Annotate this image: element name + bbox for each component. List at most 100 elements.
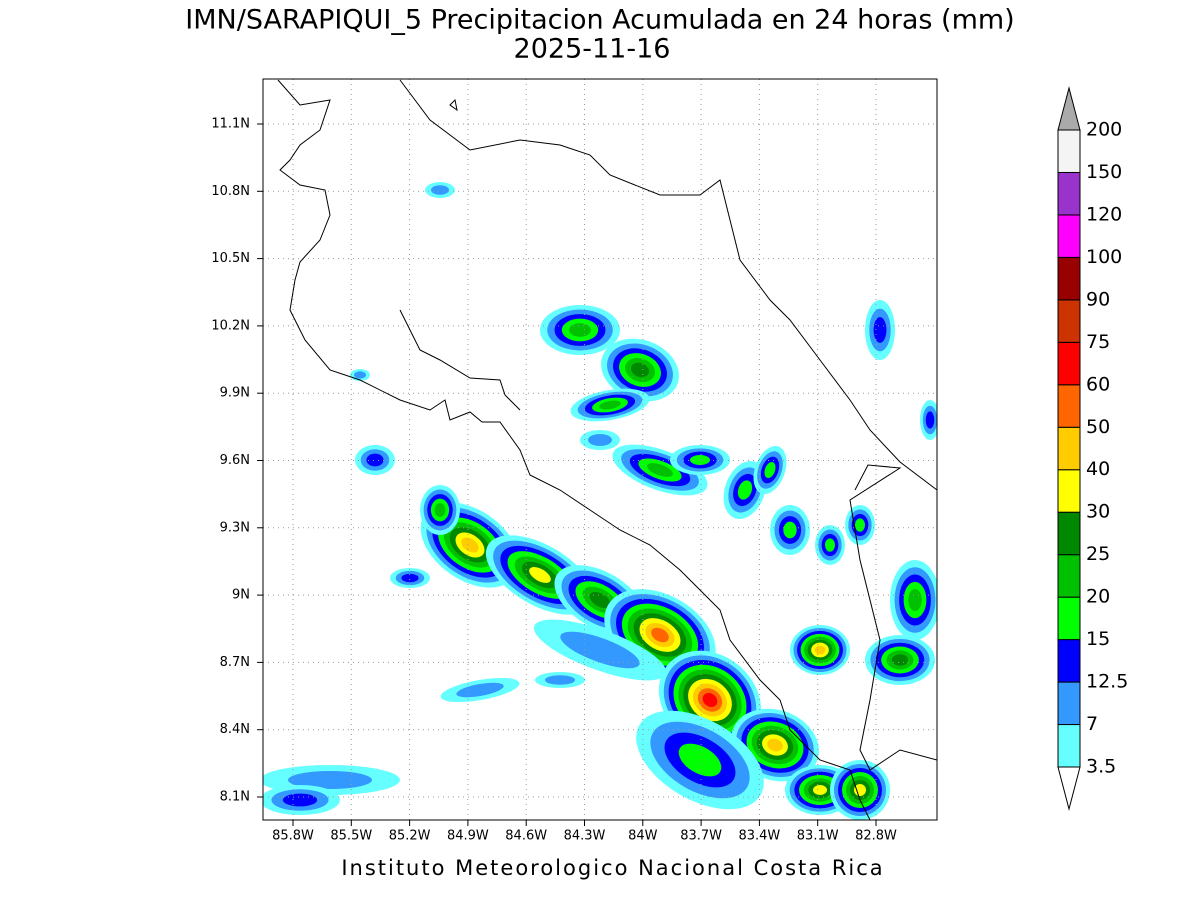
lon-tick-label: 83.1W	[797, 829, 839, 844]
colorbar-bin	[1057, 171, 1081, 216]
rain-cell	[366, 453, 384, 467]
colorbar-bin	[1057, 596, 1081, 641]
rain-cell	[825, 538, 835, 552]
colorbar-bin	[1057, 639, 1081, 683]
colorbar-label: 15	[1086, 628, 1110, 650]
colorbar-bin	[1057, 554, 1081, 598]
rain-cell	[456, 682, 504, 698]
pacific-coast	[277, 79, 871, 820]
colorbar-label: 40	[1086, 458, 1110, 480]
colorbar-below	[1057, 766, 1081, 811]
rain-cell	[401, 573, 419, 583]
panama-border	[849, 464, 937, 771]
rain-cell	[647, 463, 673, 477]
grid: 85.8W 85.5W 85.2W 84.9W 84.6W 84.3W 84W 83.7W 83…	[211, 79, 937, 844]
rain-cell	[678, 743, 722, 777]
colorbar: 3.5 7 12.5 15 20 25 30 40 50 60 75 90 100 120 150 200	[1057, 86, 1128, 811]
lat-tick-label: 9.6N	[220, 453, 250, 468]
rain-cell	[737, 480, 753, 500]
rain-cell	[431, 185, 449, 195]
colorbar-bin	[1057, 299, 1081, 343]
lon-tick-label: 84.9W	[447, 829, 489, 844]
colorbar-label: 25	[1086, 543, 1110, 565]
rain-cell	[589, 591, 611, 609]
lon-tick-label: 85.5W	[330, 829, 372, 844]
rain-cell	[599, 400, 621, 410]
lat-tick-label: 9.9N	[220, 386, 250, 401]
colorbar-bin	[1057, 214, 1081, 258]
lat-tick-label: 9N	[232, 588, 250, 603]
title: IMN/SARAPIQUI_5 Precipitacion Acumulada …	[185, 5, 1014, 36]
colorbar-label: 50	[1086, 416, 1110, 438]
colorbar-label: 60	[1086, 373, 1110, 395]
colorbar-label: 3.5	[1086, 756, 1116, 778]
rain-cell	[854, 784, 866, 796]
colorbar-label: 200	[1086, 119, 1122, 141]
precipitation-field	[263, 182, 937, 820]
coastlines	[277, 79, 937, 820]
rain-cell	[702, 692, 718, 708]
lat-tick-label: 8.1N	[220, 790, 250, 805]
lon-tick-label: 84.6W	[505, 829, 547, 844]
lon-tick-label: 84.3W	[564, 829, 606, 844]
lon-tick-label: 82.8W	[855, 829, 897, 844]
lat-tick-label: 8.7N	[220, 655, 250, 670]
rain-cell	[354, 371, 366, 379]
colorbar-bin	[1057, 341, 1081, 386]
rain-cell	[764, 461, 776, 479]
colorbar-bin	[1057, 469, 1081, 513]
colorbar-bin	[1057, 426, 1081, 471]
rain-cell	[461, 537, 479, 553]
rain-cell	[814, 645, 826, 655]
lat-tick-label: 11.1N	[211, 117, 250, 132]
rain-cell	[631, 362, 649, 378]
footer: Instituto Meteorologico Nacional Costa R…	[341, 856, 884, 880]
colorbar-label: 100	[1086, 246, 1122, 268]
rain-cell	[569, 323, 591, 337]
lon-tick-label: 85.2W	[389, 829, 431, 844]
rain-cell	[588, 434, 612, 446]
rain-cell	[767, 738, 783, 752]
colorbar-label: 30	[1086, 501, 1110, 523]
lat-tick-label: 8.4N	[220, 722, 250, 737]
colorbar-above	[1057, 86, 1081, 131]
lat-tick-label: 10.5N	[211, 251, 250, 266]
colorbar-label: 12.5	[1086, 671, 1128, 693]
gulf-coast	[399, 309, 521, 411]
colorbar-label: 75	[1086, 331, 1110, 353]
colorbar-label: 20	[1086, 586, 1110, 608]
rain-cell	[651, 627, 669, 643]
lat-tick-label: 10.8N	[211, 184, 250, 199]
caribbean-coast	[399, 79, 937, 491]
colorbar-bin	[1057, 511, 1081, 556]
rain-cell	[908, 589, 922, 611]
island	[449, 98, 458, 112]
lon-tick-label: 83.7W	[680, 829, 722, 844]
rain-cell	[855, 518, 865, 532]
rain-cell	[925, 411, 935, 429]
rain-cell	[813, 785, 827, 795]
colorbar-bin	[1057, 129, 1081, 173]
colorbar-bin	[1057, 256, 1081, 301]
map-frame	[262, 78, 938, 821]
lat-tick-label: 9.3N	[220, 520, 250, 535]
date: 2025-11-16	[514, 34, 671, 65]
rain-cell	[529, 567, 551, 583]
colorbar-label: 90	[1086, 288, 1110, 310]
lon-tick-label: 83.4W	[738, 829, 780, 844]
colorbar-label: 120	[1086, 203, 1122, 225]
rain-cell	[783, 521, 797, 539]
colorbar-label: 150	[1086, 161, 1122, 183]
lon-tick-label: 85.8W	[272, 829, 314, 844]
lat-tick-label: 10.2N	[211, 318, 250, 333]
rain-cell	[690, 455, 710, 465]
rain-cell	[873, 317, 887, 343]
colorbar-bin	[1057, 724, 1081, 768]
colorbar-bin	[1057, 681, 1081, 726]
rain-cell	[560, 631, 640, 669]
rain-cell	[282, 793, 318, 807]
rain-cell	[545, 675, 575, 685]
colorbar-bin	[1057, 384, 1081, 428]
rain-cell	[434, 503, 446, 517]
